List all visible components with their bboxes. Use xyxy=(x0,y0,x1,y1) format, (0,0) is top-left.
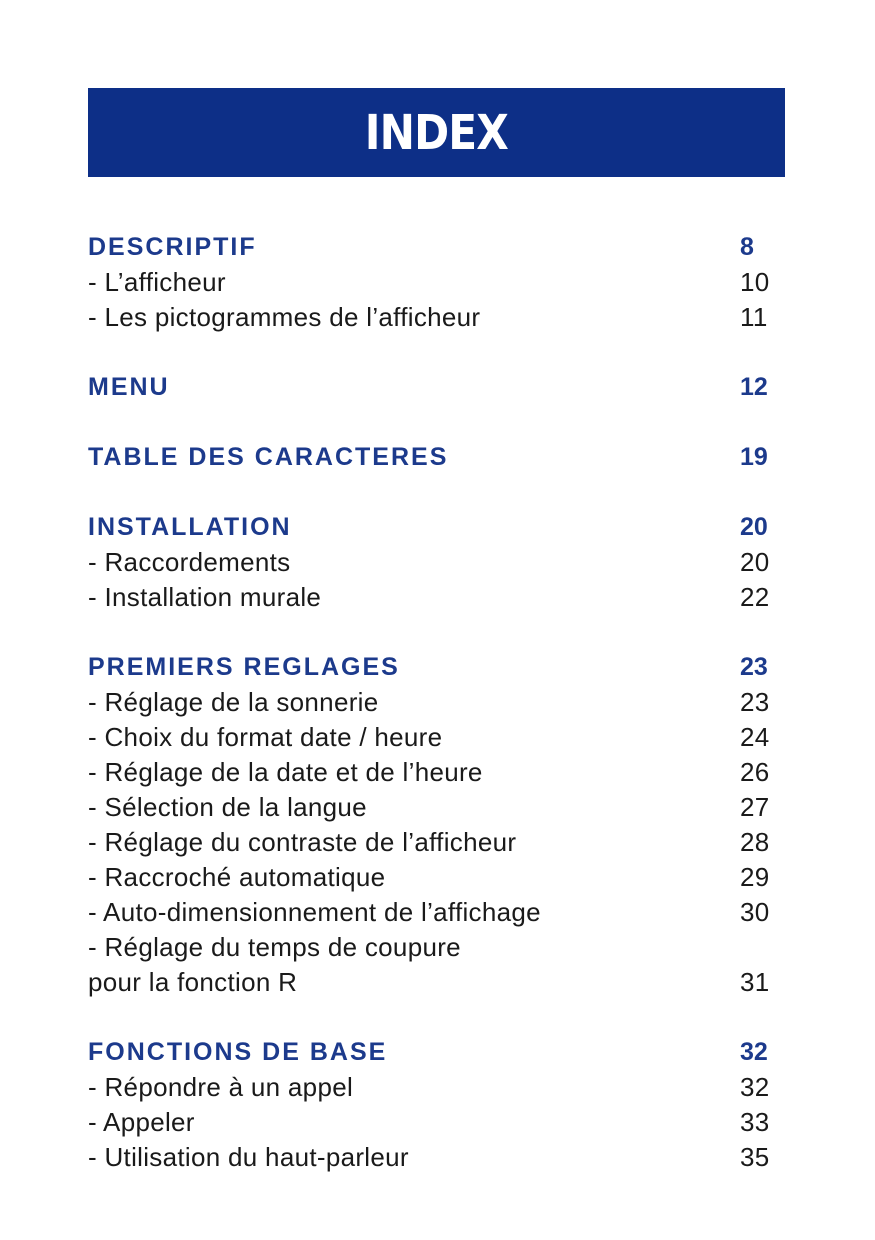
page-number: 33 xyxy=(740,1107,770,1137)
index-entry-label: pour la fonction R xyxy=(88,967,298,997)
page-number: 35 xyxy=(740,1142,770,1172)
index-section: FONCTIONS DE BASE 32- Répondre à un appel… xyxy=(88,1035,788,1175)
section-heading-label: MENU xyxy=(88,373,170,401)
index-entry: - Les pictogrammes de l’afficheur 11 xyxy=(88,300,788,335)
page-number: 19 xyxy=(740,443,768,471)
index-entry-label: - Auto-dimensionnement de l’affichage xyxy=(88,897,541,927)
section-heading: DESCRIPTIF 8 xyxy=(88,230,788,265)
index-entry-label: - Raccroché automatique xyxy=(88,862,386,892)
index-entry-label: - Sélection de la langue xyxy=(88,792,367,822)
page-number: 26 xyxy=(740,757,770,787)
index-entry: - Réglage de la sonnerie 23 xyxy=(88,685,788,720)
index-entry-label: - Installation murale xyxy=(88,582,322,612)
page-number: 8 xyxy=(740,233,754,261)
index-entry: - Raccordements 20 xyxy=(88,545,788,580)
section-heading-label: PREMIERS REGLAGES xyxy=(88,653,400,681)
index-section: MENU 12 xyxy=(88,370,788,405)
index-entry-label: - Choix du format date / heure xyxy=(88,722,443,752)
section-heading: INSTALLATION 20 xyxy=(88,510,788,545)
section-heading-label: DESCRIPTIF xyxy=(88,233,257,261)
page-number: 12 xyxy=(740,373,768,401)
index-section: TABLE DES CARACTERES 19 xyxy=(88,440,788,475)
page-number: 24 xyxy=(740,722,770,752)
page-number: 27 xyxy=(740,792,770,822)
page-number: 28 xyxy=(740,827,770,857)
index-entry: - L’afficheur 10 xyxy=(88,265,788,300)
page-title: INDEX xyxy=(364,104,509,161)
page-number: 31 xyxy=(740,967,770,997)
index-entry-label: - Réglage du contraste de l’afficheur xyxy=(88,827,517,857)
index-entry: - Utilisation du haut-parleur 35 xyxy=(88,1140,788,1175)
page-number: 23 xyxy=(740,653,768,681)
section-heading-label: INSTALLATION xyxy=(88,513,292,541)
section-heading: TABLE DES CARACTERES 19 xyxy=(88,440,788,475)
page-number: 23 xyxy=(740,687,770,717)
page-number: 22 xyxy=(740,582,770,612)
index-entry: - Réglage de la date et de l’heure 26 xyxy=(88,755,788,790)
index-entry-label: - Réglage de la date et de l’heure xyxy=(88,757,483,787)
index-entry-label: - Répondre à un appel xyxy=(88,1072,354,1102)
index-entry: - Auto-dimensionnement de l’affichage 30 xyxy=(88,895,788,930)
index-list: DESCRIPTIF 8- L’afficheur 10- Les pictogra… xyxy=(88,230,788,1210)
page-number: 11 xyxy=(740,302,768,332)
index-entry: - Réglage du temps de coupure xyxy=(88,930,788,965)
index-entry: - Appeler 33 xyxy=(88,1105,788,1140)
section-heading-label: FONCTIONS DE BASE xyxy=(88,1038,388,1066)
section-heading: FONCTIONS DE BASE 32 xyxy=(88,1035,788,1070)
index-entry: - Répondre à un appel 32 xyxy=(88,1070,788,1105)
index-entry: - Réglage du contraste de l’afficheur 28 xyxy=(88,825,788,860)
index-entry-label: - L’afficheur xyxy=(88,267,226,297)
index-entry-label: - Les pictogrammes de l’afficheur xyxy=(88,302,481,332)
page-number: 20 xyxy=(740,513,768,541)
index-entry-label: - Appeler xyxy=(88,1107,195,1137)
page-number: 10 xyxy=(740,267,770,297)
index-entry: - Installation murale 22 xyxy=(88,580,788,615)
page-number: 32 xyxy=(740,1038,768,1066)
page-number: 20 xyxy=(740,547,770,577)
page-number: 32 xyxy=(740,1072,770,1102)
page-number: 30 xyxy=(740,897,770,927)
index-entry-label: - Utilisation du haut-parleur xyxy=(88,1142,409,1172)
index-entry-label: - Raccordements xyxy=(88,547,291,577)
section-heading-label: TABLE DES CARACTERES xyxy=(88,443,449,471)
section-heading: MENU 12 xyxy=(88,370,788,405)
index-entry-label: - Réglage de la sonnerie xyxy=(88,687,379,717)
index-section: PREMIERS REGLAGES 23- Réglage de la sonne… xyxy=(88,650,788,1000)
index-entry: pour la fonction R 31 xyxy=(88,965,788,1000)
page-number: 29 xyxy=(740,862,770,892)
index-entry-label: - Réglage du temps de coupure xyxy=(88,932,461,962)
index-entry: - Raccroché automatique 29 xyxy=(88,860,788,895)
section-heading: PREMIERS REGLAGES 23 xyxy=(88,650,788,685)
index-entry: - Choix du format date / heure 24 xyxy=(88,720,788,755)
index-section: DESCRIPTIF 8- L’afficheur 10- Les pictogra… xyxy=(88,230,788,335)
index-banner: INDEX xyxy=(88,88,785,177)
index-entry: - Sélection de la langue 27 xyxy=(88,790,788,825)
index-section: INSTALLATION 20- Raccordements 20- Install… xyxy=(88,510,788,615)
